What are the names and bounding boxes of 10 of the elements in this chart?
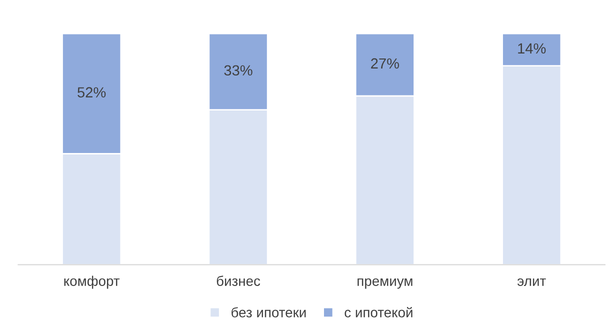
x-tick-label: элит — [517, 278, 546, 286]
data-label: 52% — [78, 87, 106, 98]
data-label: 14% — [518, 43, 546, 54]
data-label: 27% — [371, 58, 400, 69]
legend-label: с ипотекой — [344, 306, 412, 318]
data-label: 33% — [224, 65, 252, 76]
x-tick-label: комфорт — [64, 276, 120, 289]
x-tick-label: премиум — [358, 278, 412, 289]
legend-label: без ипотеки — [232, 307, 306, 318]
x-tick-label: бизнес — [216, 276, 260, 286]
